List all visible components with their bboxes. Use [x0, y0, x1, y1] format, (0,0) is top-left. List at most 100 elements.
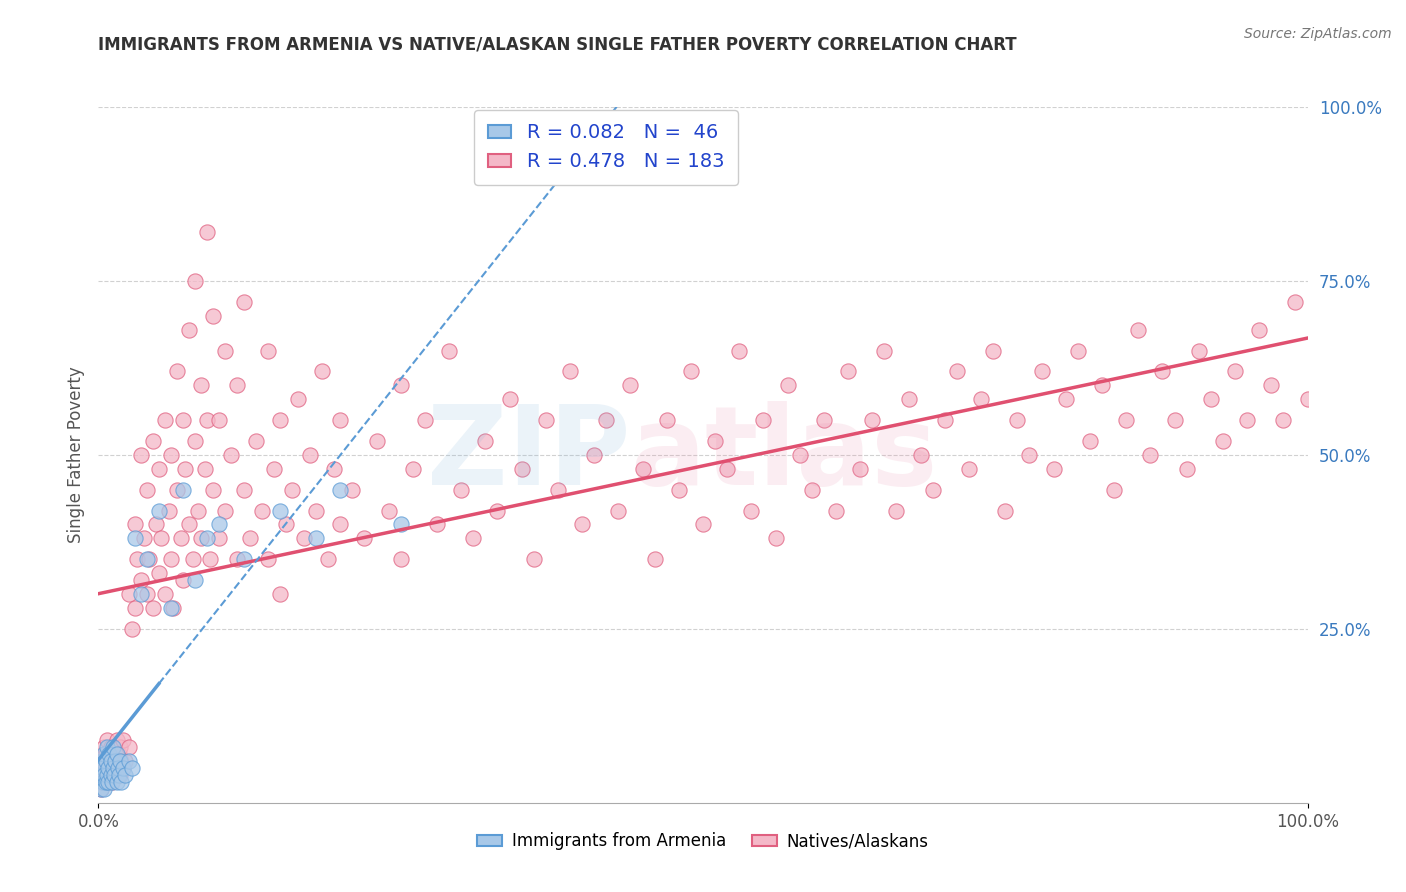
Text: IMMIGRANTS FROM ARMENIA VS NATIVE/ALASKAN SINGLE FATHER POVERTY CORRELATION CHAR: IMMIGRANTS FROM ARMENIA VS NATIVE/ALASKA… [98, 36, 1017, 54]
Point [172, 413, 194, 427]
Point [250, 503, 273, 517]
Point [281, 483, 304, 497]
Point [190, 532, 212, 546]
Point [107, 761, 129, 775]
Point [329, 517, 352, 532]
Point [245, 434, 267, 448]
Point [135, 587, 157, 601]
Point [299, 448, 322, 462]
Point [101, 740, 124, 755]
Point [1272, 413, 1295, 427]
Point [1102, 483, 1125, 497]
Point [100, 754, 122, 768]
Point [740, 503, 762, 517]
Point [1188, 343, 1211, 358]
Point [957, 462, 980, 476]
Point [679, 364, 702, 378]
Point [94, 747, 117, 761]
Point [97, 754, 120, 768]
Point [93, 781, 115, 796]
Point [108, 747, 131, 761]
Point [765, 532, 787, 546]
Point [124, 532, 146, 546]
Point [534, 413, 557, 427]
Point [97, 775, 120, 789]
Point [1007, 413, 1029, 427]
Point [121, 761, 143, 775]
Point [166, 364, 188, 378]
Point [226, 378, 249, 392]
Point [523, 552, 546, 566]
Point [474, 434, 496, 448]
Point [179, 323, 201, 337]
Point [101, 747, 124, 761]
Point [1054, 392, 1077, 407]
Point [100, 761, 122, 775]
Point [263, 462, 285, 476]
Legend: Immigrants from Armenia, Natives/Alaskans: Immigrants from Armenia, Natives/Alaskan… [471, 826, 935, 857]
Point [221, 448, 243, 462]
Point [292, 532, 315, 546]
Point [111, 761, 134, 775]
Point [994, 503, 1017, 517]
Point [184, 274, 207, 288]
Point [91, 775, 114, 789]
Point [208, 517, 231, 532]
Point [108, 740, 131, 755]
Point [583, 448, 606, 462]
Point [232, 294, 254, 309]
Point [558, 364, 581, 378]
Point [377, 503, 399, 517]
Point [571, 517, 593, 532]
Point [90, 781, 112, 796]
Point [108, 768, 131, 782]
Point [138, 552, 160, 566]
Point [100, 754, 122, 768]
Point [1091, 378, 1114, 392]
Point [135, 552, 157, 566]
Point [100, 775, 122, 789]
Point [103, 768, 125, 782]
Point [118, 740, 141, 755]
Text: atlas: atlas [630, 401, 938, 508]
Point [274, 517, 297, 532]
Point [101, 761, 124, 775]
Point [195, 532, 218, 546]
Point [704, 434, 727, 448]
Point [311, 364, 333, 378]
Point [873, 343, 896, 358]
Point [104, 754, 127, 768]
Point [148, 462, 170, 476]
Point [108, 768, 131, 782]
Point [98, 747, 121, 761]
Point [93, 754, 115, 768]
Point [93, 768, 115, 782]
Point [118, 754, 141, 768]
Point [195, 225, 218, 239]
Point [198, 552, 221, 566]
Point [619, 378, 641, 392]
Point [1296, 392, 1319, 407]
Point [160, 552, 183, 566]
Point [595, 413, 617, 427]
Point [124, 601, 146, 615]
Point [389, 517, 412, 532]
Point [789, 448, 811, 462]
Point [142, 434, 165, 448]
Point [118, 587, 141, 601]
Point [1139, 448, 1161, 462]
Point [145, 517, 167, 532]
Point [91, 775, 114, 789]
Point [91, 761, 114, 775]
Point [655, 413, 678, 427]
Point [187, 503, 209, 517]
Point [129, 448, 152, 462]
Point [886, 503, 908, 517]
Point [1212, 434, 1234, 448]
Point [287, 392, 309, 407]
Point [153, 587, 176, 601]
Point [305, 532, 328, 546]
Point [184, 573, 207, 587]
Point [103, 740, 125, 755]
Point [413, 413, 436, 427]
